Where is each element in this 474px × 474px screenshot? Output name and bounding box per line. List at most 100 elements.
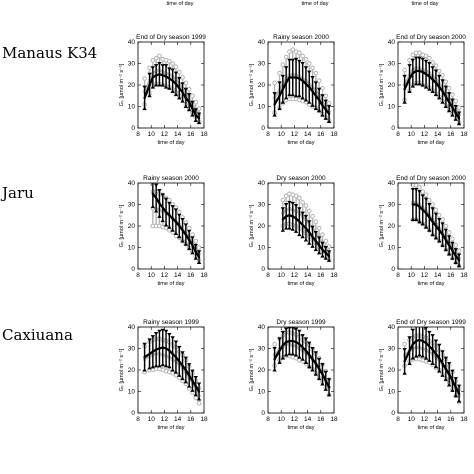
error-cap-bottom (427, 87, 432, 91)
plot-area (402, 327, 462, 405)
error-cap-top (420, 189, 426, 194)
y-tick-label: 10 (388, 389, 396, 396)
error-cap-bottom (300, 95, 305, 100)
error-cap-bottom (287, 351, 292, 356)
y-tick-label: 30 (258, 61, 266, 68)
error-cap-top (433, 63, 439, 68)
error-cap-top (456, 105, 462, 110)
data-point (181, 364, 184, 367)
data-point (431, 348, 434, 351)
error-cap-top (440, 350, 445, 354)
data-point (143, 96, 146, 100)
error-cap-bottom (310, 103, 315, 107)
error-cap-bottom (446, 108, 452, 113)
error-cap-top (300, 211, 305, 216)
error-cap-top (303, 56, 309, 62)
x-tick-label: 14 (304, 131, 312, 138)
data-point (447, 244, 451, 247)
error-cap-top (142, 85, 147, 90)
data-point (281, 218, 285, 221)
error-cap-top (163, 64, 169, 68)
x-tick-label: 10 (408, 416, 416, 423)
error-cap-top (193, 243, 198, 248)
y-tick-label: 10 (388, 104, 396, 111)
error-cap-bottom (272, 368, 277, 372)
error-cap-top (313, 70, 319, 76)
x-tick-label: 18 (460, 131, 468, 138)
data-point (308, 85, 311, 89)
x-tick-label: 8 (396, 131, 400, 138)
error-cap-top (280, 74, 286, 79)
error-cap-bottom (427, 358, 432, 362)
error-cap-top (183, 80, 189, 86)
data-point (191, 107, 194, 110)
error-cap-bottom (430, 361, 435, 366)
y-tick-label: 20 (128, 223, 136, 230)
error-cap-bottom (410, 217, 416, 222)
x-axis-label: time of day (418, 140, 445, 146)
error-cap-bottom (450, 388, 455, 392)
error-cap-bottom (142, 106, 147, 111)
error-cap-top (326, 378, 332, 382)
error-cap-top (180, 82, 185, 86)
data-point (168, 349, 171, 352)
data-point (451, 106, 454, 109)
error-cap-top (287, 49, 292, 54)
error-cap-bottom (437, 369, 442, 373)
error-cap-bottom (193, 395, 199, 401)
data-point (434, 352, 438, 356)
error-cap-top (170, 68, 175, 72)
error-cap-top (316, 78, 322, 83)
data-point (161, 206, 164, 209)
error-cap-bottom (293, 352, 299, 357)
error-cap-top (417, 190, 422, 194)
x-tick-label: 8 (136, 272, 140, 279)
x-tick-label: 10 (278, 272, 286, 279)
data-point (441, 362, 444, 365)
error-cap-bottom (283, 352, 289, 357)
error-cap-bottom (177, 234, 182, 239)
error-cap-top (306, 61, 312, 66)
y-tick-label: 10 (258, 104, 266, 111)
series-black (272, 57, 332, 124)
data-point (171, 217, 174, 220)
error-cap-bottom (290, 227, 295, 231)
data-point (438, 85, 441, 89)
series-black (142, 328, 202, 401)
error-cap-bottom (316, 108, 322, 113)
error-cap-top (170, 205, 175, 209)
data-point (431, 220, 434, 223)
x-tick-label: 16 (317, 416, 325, 423)
plot-area (272, 327, 332, 398)
error-cap-top (427, 55, 432, 61)
error-cap-top (177, 213, 182, 218)
error-cap-bottom (277, 360, 282, 364)
error-cap-bottom (180, 376, 185, 381)
error-cap-bottom (326, 392, 332, 397)
error-cap-top (427, 197, 432, 203)
error-cap-bottom (313, 106, 319, 111)
data-point (174, 220, 178, 223)
error-cap-top (277, 337, 282, 341)
error-cap-bottom (420, 354, 425, 358)
data-point (273, 103, 276, 106)
error-cap-bottom (307, 364, 312, 369)
data-point (408, 349, 411, 352)
data-point (291, 339, 294, 343)
error-cap-bottom (297, 355, 302, 359)
error-cap-top (326, 100, 332, 106)
error-cap-top (196, 245, 202, 250)
data-point (181, 229, 184, 232)
x-tick-label: 8 (266, 272, 270, 279)
error-cap-top (320, 241, 325, 246)
error-cap-top (196, 106, 202, 111)
data-point (294, 217, 298, 220)
data-point (327, 254, 331, 258)
error-cap-bottom (433, 92, 439, 97)
error-cap-top (326, 105, 332, 109)
error-cap-top (430, 334, 435, 338)
error-cap-bottom (157, 83, 162, 87)
error-cap-top (272, 341, 277, 347)
error-cap-bottom (167, 86, 172, 90)
error-cap-bottom (193, 256, 198, 260)
